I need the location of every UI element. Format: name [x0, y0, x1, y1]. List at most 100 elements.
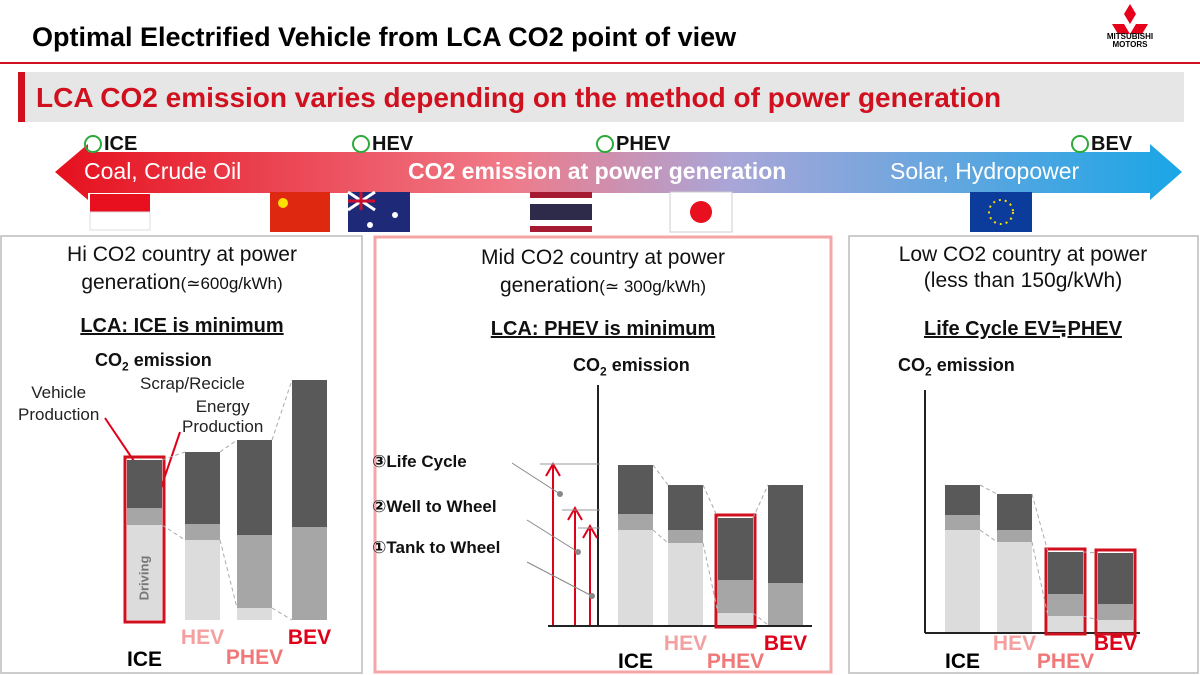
- highlight-box: [123, 455, 166, 624]
- bar-segment: [618, 465, 653, 514]
- heading-part: (≃600g/kWh): [180, 274, 283, 293]
- note-line: Production: [18, 405, 100, 425]
- connector: [979, 484, 998, 495]
- bar-segment: [1098, 604, 1133, 620]
- heading-part: Hi CO2 country at power: [67, 243, 297, 266]
- scale-marker: ICE: [104, 133, 138, 155]
- logo-text: MITSUBISHI MOTORS: [1098, 32, 1162, 50]
- note: Energy Production: [182, 397, 263, 436]
- panel-verdict: Life Cycle EV≒PHEV: [924, 318, 1122, 340]
- bar-segment: [668, 530, 703, 543]
- bar-segment: [718, 613, 753, 625]
- connector: [652, 464, 669, 486]
- heading-part: generation: [81, 271, 181, 294]
- axis-label-part: emission: [133, 350, 212, 370]
- panel-heading: (less than 150g/kWh): [853, 269, 1193, 293]
- panel-heading: Hi CO2 country at power: [12, 243, 352, 267]
- bar-segment: [618, 530, 653, 625]
- axis-label: CO2 emission: [898, 355, 1015, 379]
- connector: [1082, 551, 1099, 554]
- connector: [1031, 541, 1049, 617]
- bar-label: PHEV: [1036, 650, 1095, 673]
- scale-marker: PHEV: [616, 133, 671, 155]
- highlight-box: [714, 513, 757, 629]
- panel-heading: Mid CO2 country at power: [433, 246, 773, 270]
- bar-segment: [185, 452, 220, 524]
- heading-part: (less than 150g/kWh): [923, 269, 1123, 292]
- axis-label-part: CO: [573, 355, 600, 375]
- bar-segment: [997, 494, 1032, 530]
- connector: [702, 484, 719, 519]
- bar-segment: [185, 540, 220, 620]
- logo-line: MOTORS: [1112, 40, 1148, 50]
- bar-segment: [292, 380, 327, 527]
- axis-label-part: CO: [898, 355, 925, 375]
- bar-segment: [127, 525, 162, 620]
- axis-label-part: 2: [925, 364, 932, 379]
- panel-verdict: LCA: PHEV is minimum: [490, 318, 716, 340]
- panel-heading: generation(≃600g/kWh): [12, 271, 352, 295]
- heading-part: generation: [499, 274, 600, 297]
- note-line: Energy: [195, 397, 250, 416]
- connector: [752, 612, 769, 626]
- note: Scrap/Recicle: [140, 374, 245, 393]
- axis-label-part: emission: [611, 355, 690, 375]
- flags: [89, 190, 1032, 233]
- bar-label: HEV: [180, 626, 225, 649]
- logo-mark: [1112, 4, 1148, 34]
- bar-segment: [292, 527, 327, 620]
- connector: [219, 539, 238, 609]
- connector: [702, 542, 719, 614]
- note-pointers: [104, 417, 600, 625]
- note-leaders: [511, 462, 595, 599]
- slide-title: Optimal Electrified Vehicle from LCA CO2…: [32, 22, 737, 52]
- bar-label: ICE: [126, 648, 163, 671]
- scale-right: Solar, Hydropower: [890, 158, 1080, 184]
- bar-label: PHEV: [225, 646, 284, 669]
- bar-segment: [237, 608, 272, 620]
- connector: [652, 529, 669, 544]
- scale-left: Coal, Crude Oil: [84, 158, 242, 184]
- scale-marker: BEV: [1091, 133, 1133, 155]
- bar-segment: [237, 440, 272, 535]
- bar-segment: [618, 514, 653, 530]
- bar-segment: [997, 542, 1032, 632]
- bar-segment: [127, 508, 162, 525]
- bar-label: BEV: [763, 632, 808, 655]
- bar-label: ICE: [617, 650, 654, 673]
- bar-segment: [185, 524, 220, 540]
- bar-segment: [668, 485, 703, 530]
- subtitle-band: [18, 72, 1184, 122]
- axes: [548, 385, 1140, 634]
- bar-label: ICE: [944, 650, 981, 673]
- bar-segment: [1098, 620, 1133, 632]
- highlight-box: [1044, 547, 1087, 636]
- bar-segment: [945, 530, 980, 632]
- bar-label: BEV: [287, 626, 332, 649]
- bar-segment: [668, 543, 703, 625]
- bar-segment: [768, 485, 803, 583]
- bar-segment: [768, 583, 803, 625]
- bar-segment: [718, 518, 753, 580]
- panel-frame: [0, 235, 363, 674]
- note-line: Vehicle: [31, 383, 87, 402]
- note: ③Life Cycle: [372, 452, 467, 471]
- connector: [219, 439, 238, 453]
- panel-verdict: LCA: ICE is minimum: [80, 315, 284, 337]
- panel-frame: [373, 235, 833, 674]
- highlight-box: [1094, 548, 1137, 636]
- heading-part: Mid CO2 country at power: [481, 246, 725, 269]
- axis-label: CO2 emission: [573, 355, 690, 379]
- bar-segment: [718, 580, 753, 613]
- connector: [979, 529, 998, 543]
- connector: [752, 484, 769, 519]
- bar-label: BEV: [1093, 632, 1138, 655]
- bar-label: HEV: [663, 632, 708, 655]
- axis-label-part: 2: [600, 364, 607, 379]
- bar-segment: [1098, 553, 1133, 604]
- bar-label: PHEV: [706, 650, 765, 673]
- bar-segment: [127, 460, 162, 508]
- note: ②Well to Wheel: [372, 497, 497, 516]
